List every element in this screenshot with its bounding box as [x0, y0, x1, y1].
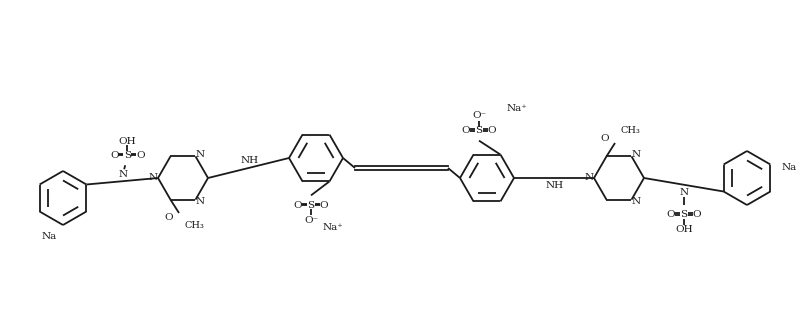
- Text: CH₃: CH₃: [620, 126, 640, 136]
- Text: O⁻: O⁻: [472, 111, 485, 120]
- Text: Na: Na: [781, 163, 796, 173]
- Text: OH: OH: [674, 225, 692, 234]
- Text: O: O: [691, 210, 700, 219]
- Text: O: O: [319, 201, 328, 210]
- Text: NH: NH: [240, 156, 258, 166]
- Text: S: S: [124, 151, 131, 160]
- Text: S: S: [679, 210, 687, 219]
- Text: NH: NH: [545, 181, 563, 191]
- Text: N: N: [584, 173, 593, 183]
- Text: O: O: [666, 210, 674, 219]
- Text: O: O: [461, 126, 470, 135]
- Text: N: N: [196, 150, 205, 159]
- Text: Na: Na: [42, 232, 57, 241]
- Text: O: O: [294, 201, 302, 210]
- Text: O⁻: O⁻: [304, 216, 318, 225]
- Text: S: S: [475, 126, 482, 135]
- Text: N: N: [631, 197, 640, 206]
- Text: O: O: [487, 126, 496, 135]
- Text: CH₃: CH₃: [184, 221, 205, 229]
- Text: N: N: [631, 150, 640, 159]
- Text: N: N: [148, 173, 157, 183]
- Text: OH: OH: [118, 137, 136, 146]
- Text: N: N: [119, 170, 128, 179]
- Text: Na⁺: Na⁺: [322, 223, 343, 232]
- Text: O: O: [110, 151, 119, 160]
- Text: O: O: [136, 151, 144, 160]
- Text: N: N: [678, 188, 687, 197]
- Text: S: S: [307, 201, 314, 210]
- Text: O: O: [164, 212, 172, 222]
- Text: N: N: [196, 197, 205, 206]
- Text: Na⁺: Na⁺: [506, 104, 527, 113]
- Text: O: O: [600, 135, 608, 143]
